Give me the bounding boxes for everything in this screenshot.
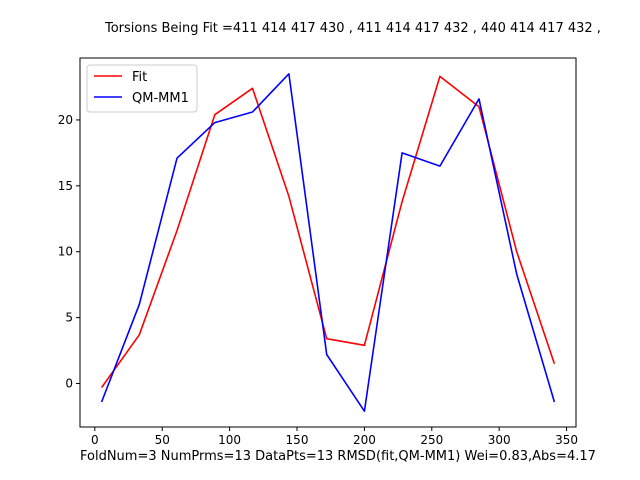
- y-tick-label: 20: [58, 113, 73, 127]
- series-line-qm-mm1: [100, 73, 556, 413]
- y-tick-label: 15: [58, 179, 73, 193]
- plot-frame: [79, 57, 577, 428]
- y-tick-label: 10: [58, 245, 73, 259]
- x-tick-label: 150: [286, 433, 309, 447]
- legend-fit-label: Fit: [132, 70, 147, 85]
- legend: Fit QM-MM1: [86, 64, 198, 113]
- x-axis-ticks: 0 50 100 150 200 250 300 350: [91, 427, 578, 447]
- x-tick-label: 250: [420, 433, 443, 447]
- x-tick-label: 300: [488, 433, 511, 447]
- x-tick-label: 100: [218, 433, 241, 447]
- x-tick-label: 50: [155, 433, 170, 447]
- y-tick-label: 0: [65, 377, 73, 391]
- y-tick-label: 5: [65, 311, 73, 325]
- x-tick-label: 200: [353, 433, 376, 447]
- chart-title: Torsions Being Fit =411 414 417 430 , 41…: [104, 21, 601, 36]
- y-axis-ticks: 0 5 10 15 20: [58, 113, 80, 391]
- series-line-fit: [100, 75, 556, 388]
- x-tick-label: 0: [91, 433, 99, 447]
- series-layer: [100, 73, 556, 413]
- x-tick-label: 350: [555, 433, 578, 447]
- chart-footer: FoldNum=3 NumPrms=13 DataPts=13 RMSD(fit…: [80, 449, 596, 464]
- legend-qm-mm1-label: QM-MM1: [132, 91, 189, 106]
